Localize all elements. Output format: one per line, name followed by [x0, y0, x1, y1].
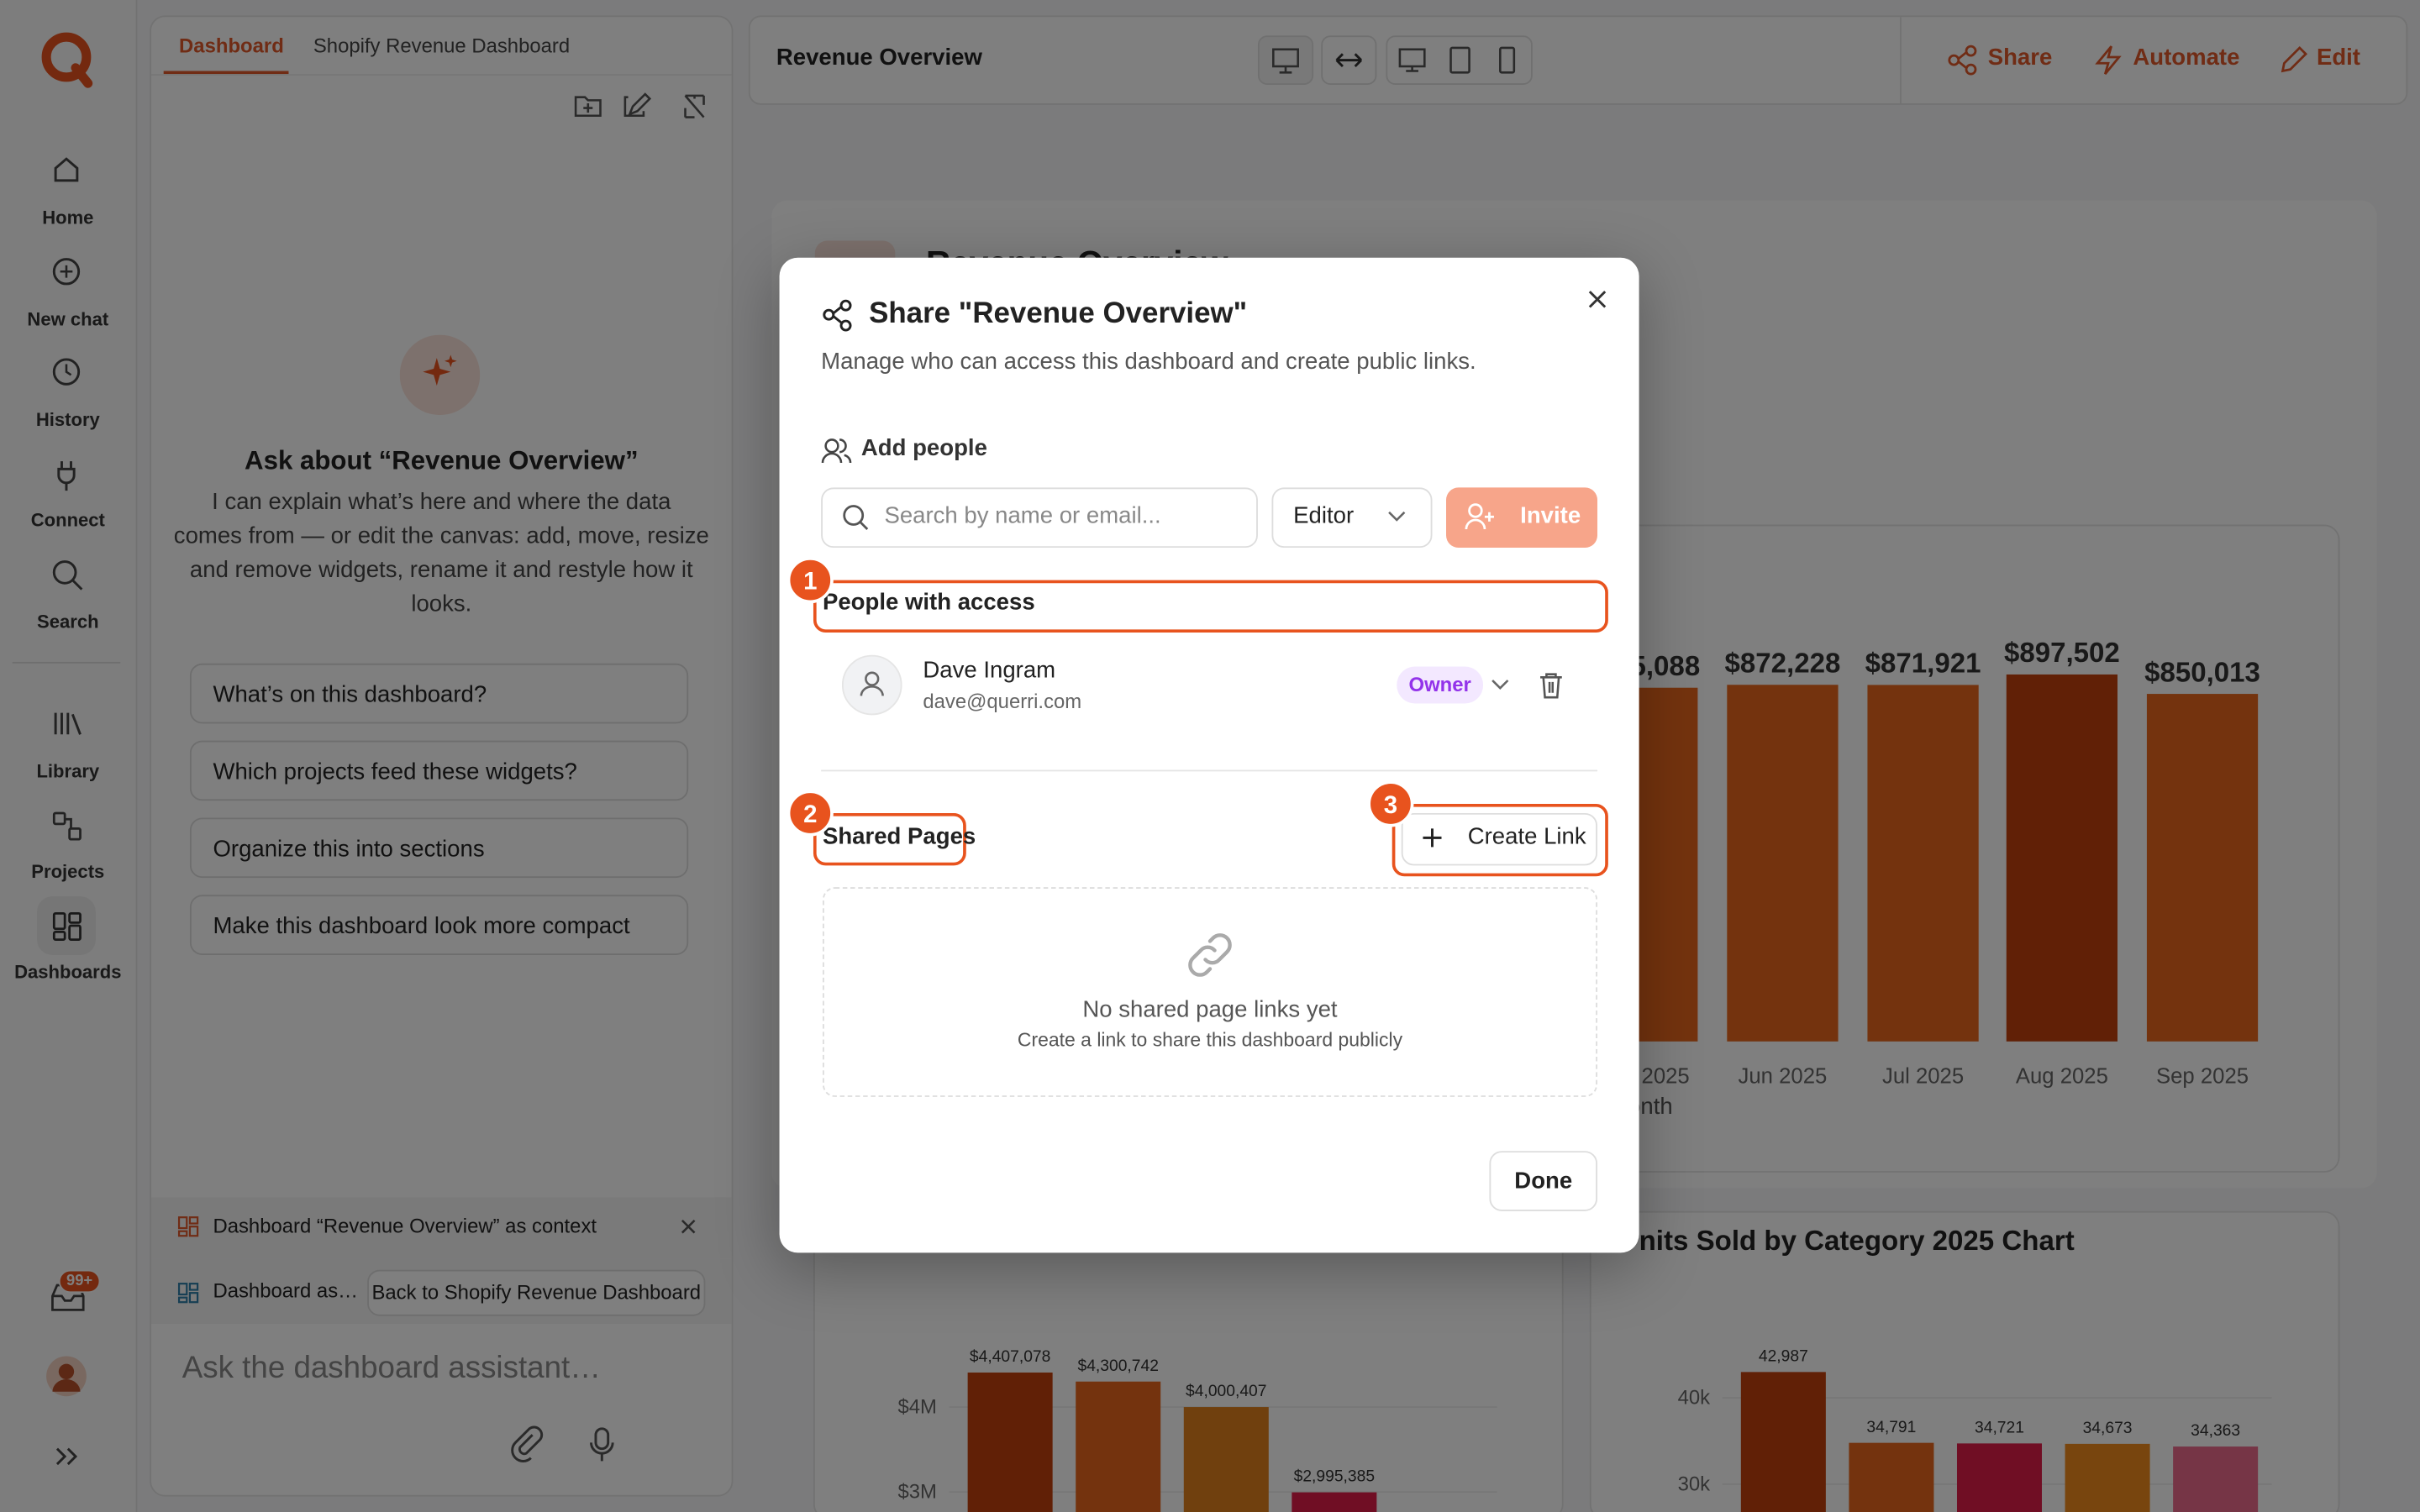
person-avatar — [841, 654, 902, 716]
search-placeholder: Search by name or email... — [884, 502, 1161, 530]
callout: 3 — [1367, 780, 1414, 827]
done-button[interactable]: Done — [1489, 1151, 1598, 1211]
highlight-box — [813, 812, 966, 866]
divider — [821, 769, 1598, 772]
callout: 1 — [786, 557, 834, 604]
search-input[interactable] — [821, 487, 1258, 549]
highlight-box — [813, 580, 1608, 633]
shared-heading: Shared Pages — [822, 823, 976, 851]
create-link-label: Create Link — [1467, 823, 1586, 851]
invite-icon — [1465, 503, 1494, 530]
trash-icon[interactable] — [1539, 671, 1563, 699]
search-icon — [843, 505, 869, 530]
role-value: Editor — [1293, 502, 1355, 530]
highlight-box — [1392, 803, 1608, 877]
owner-pill[interactable]: Owner — [1397, 666, 1484, 704]
invite-button[interactable] — [1446, 487, 1598, 549]
role-select[interactable] — [1271, 487, 1433, 549]
plus-icon — [1423, 828, 1442, 848]
share-icon — [823, 299, 852, 332]
people-icon — [821, 438, 852, 464]
empty-text: Create a link to share this dashboard pu… — [1017, 1029, 1403, 1051]
create-link-button[interactable] — [1401, 812, 1598, 866]
modal-subtitle: Manage who can access this dashboard and… — [821, 349, 1476, 375]
people-heading: People with access — [822, 589, 1035, 616]
chevron — [1388, 511, 1406, 522]
callout: 2 — [786, 790, 834, 837]
invite-label: Invite — [1520, 502, 1581, 530]
empty-links — [822, 887, 1598, 1097]
chevron[interactable] — [1491, 679, 1509, 691]
share-modal — [779, 257, 1639, 1253]
link-icon — [1188, 933, 1232, 977]
modal-title: Share "Revenue Overview" — [869, 297, 1248, 331]
add-people: Add people — [860, 434, 987, 462]
modal-close[interactable] — [1588, 290, 1607, 308]
empty-title: No shared page links yet — [1082, 996, 1338, 1023]
person-email: dave@querri.com — [923, 690, 1082, 713]
person-name: Dave Ingram — [923, 657, 1056, 684]
